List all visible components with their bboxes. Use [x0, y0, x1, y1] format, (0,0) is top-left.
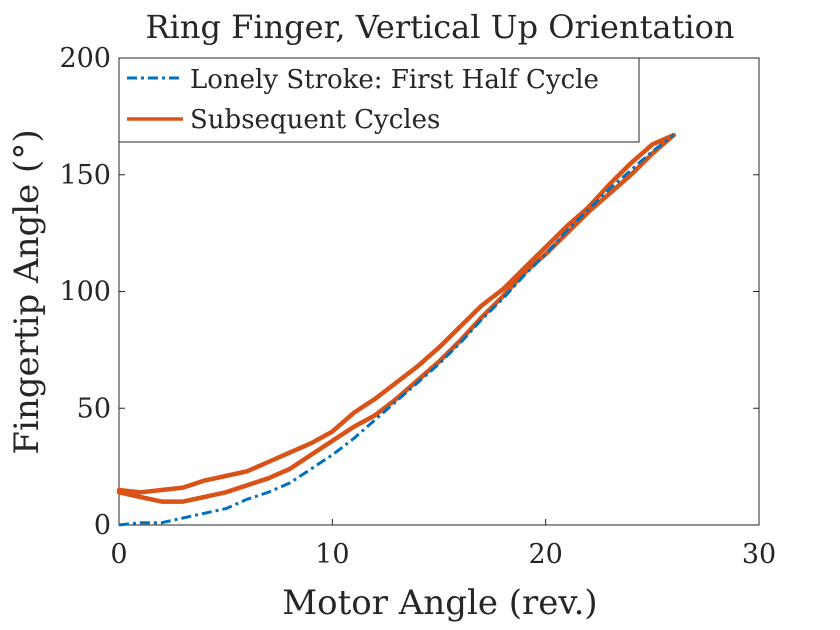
series-layer	[116, 132, 676, 527]
x-tick-label: 0	[110, 539, 127, 570]
chart-title: Ring Finger, Vertical Up Orientation	[146, 8, 735, 46]
series-line-subsequent-cycles-lower	[116, 132, 676, 504]
legend-box	[118, 57, 640, 143]
y-tick-label: 0	[94, 510, 111, 541]
x-tick-label: 30	[742, 539, 776, 570]
legend: Lonely Stroke: First Half Cycle Subseque…	[118, 57, 640, 143]
y-tick-label: 50	[77, 393, 111, 424]
y-tick-label: 100	[59, 277, 111, 308]
x-tick-label: 10	[315, 539, 349, 570]
y-tick-label: 200	[59, 43, 111, 74]
x-axis-label: Motor Angle (rev.)	[282, 583, 597, 623]
y-axis-label: Fingertip Angle (°)	[7, 129, 47, 454]
y-tick-label: 150	[59, 160, 111, 191]
axis-ticks: 0 10 20 30 0 50 100 150 200	[59, 43, 776, 570]
series-line-lonely-stroke	[118, 133, 675, 527]
legend-label-subsequent-cycles: Subsequent Cycles	[190, 105, 440, 135]
x-tick-label: 20	[528, 539, 562, 570]
legend-label-lonely-stroke: Lonely Stroke: First Half Cycle	[190, 65, 599, 95]
series-line-subsequent-cycles-upper	[116, 132, 676, 495]
